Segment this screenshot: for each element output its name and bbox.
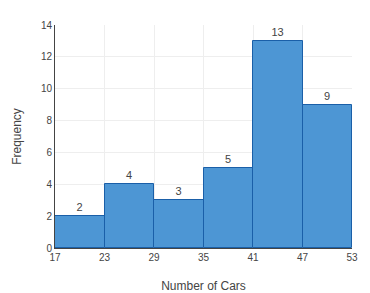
svg-text:29: 29 (148, 252, 160, 263)
svg-text:3: 3 (175, 185, 181, 197)
svg-text:13: 13 (271, 26, 283, 38)
svg-text:2: 2 (76, 201, 82, 213)
svg-text:6: 6 (46, 147, 52, 158)
svg-text:12: 12 (41, 51, 53, 62)
svg-text:4: 4 (46, 179, 52, 190)
svg-text:Frequency: Frequency (10, 108, 24, 165)
svg-text:47: 47 (297, 252, 309, 263)
svg-text:4: 4 (126, 169, 132, 181)
svg-text:5: 5 (225, 153, 231, 165)
svg-text:Number of Cars: Number of Cars (161, 279, 246, 293)
svg-text:2: 2 (46, 211, 52, 222)
svg-text:14: 14 (41, 20, 53, 31)
svg-text:17: 17 (49, 252, 61, 263)
svg-text:0: 0 (46, 243, 52, 254)
svg-text:10: 10 (41, 83, 53, 94)
svg-text:35: 35 (198, 252, 210, 263)
svg-text:23: 23 (99, 252, 111, 263)
svg-text:41: 41 (247, 252, 259, 263)
svg-text:53: 53 (346, 252, 358, 263)
svg-text:8: 8 (46, 115, 52, 126)
svg-text:9: 9 (324, 90, 330, 102)
